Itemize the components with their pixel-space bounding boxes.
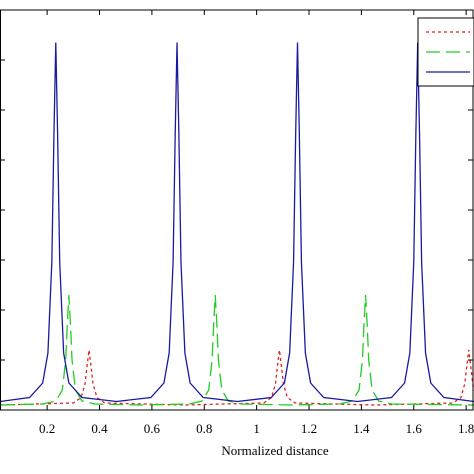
x-axis-label: Normalized distance (221, 443, 328, 458)
x-tick-label: 1.8 (458, 421, 474, 436)
x-tick-label: 0.8 (196, 421, 212, 436)
x-tick-label: 1 (253, 421, 260, 436)
series-line (0, 42, 474, 403)
x-tick-label: 1.4 (353, 421, 370, 436)
x-tick-label: 0.4 (91, 421, 108, 436)
x-tick-label: 1.6 (406, 421, 423, 436)
x-tick-label: 0.2 (39, 421, 55, 436)
x-tick-label: 1.2 (301, 421, 317, 436)
x-tick-label: 0.6 (144, 421, 161, 436)
series-line (0, 294, 474, 406)
